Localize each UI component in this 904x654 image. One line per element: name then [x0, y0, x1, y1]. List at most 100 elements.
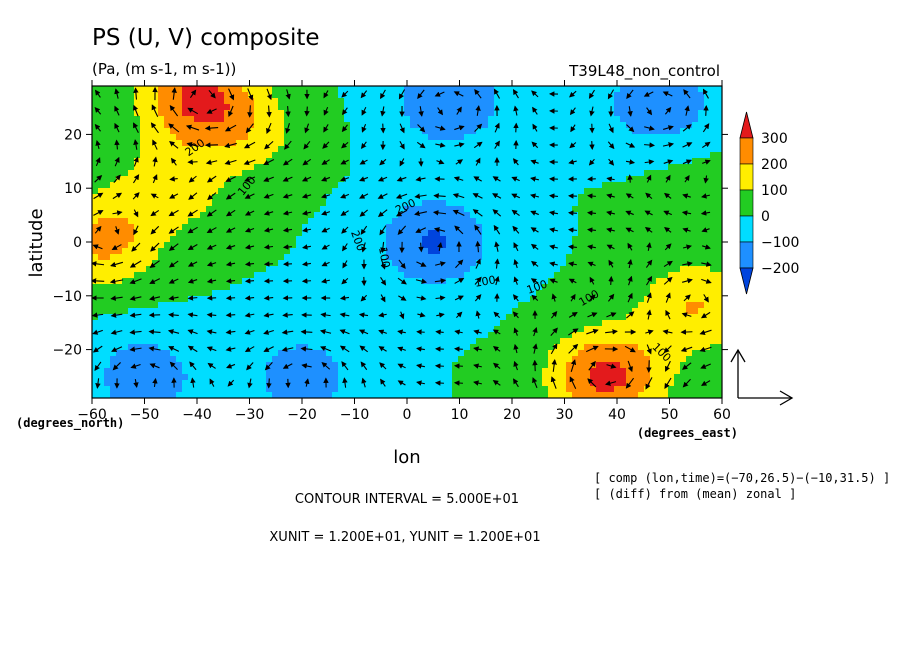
- field-cell: [500, 272, 507, 279]
- field-cell: [122, 212, 129, 219]
- field-cell: [674, 338, 681, 345]
- field-cell: [710, 248, 717, 255]
- field-cell: [488, 356, 495, 363]
- field-cell: [614, 260, 621, 267]
- field-cell: [146, 332, 153, 339]
- field-cell: [194, 182, 201, 189]
- field-cell: [596, 254, 603, 261]
- field-cell: [134, 266, 141, 273]
- field-cell: [686, 224, 693, 231]
- field-cell: [332, 356, 339, 363]
- field-cell: [506, 92, 513, 99]
- field-cell: [620, 338, 627, 345]
- field-cell: [320, 170, 327, 177]
- field-cell: [572, 164, 579, 171]
- field-cell: [620, 188, 627, 195]
- field-cell: [452, 236, 459, 243]
- field-cell: [536, 242, 543, 249]
- field-cell: [590, 116, 597, 123]
- field-cell: [176, 134, 183, 141]
- field-cell: [554, 350, 561, 357]
- field-cell: [626, 86, 633, 93]
- field-cell: [254, 116, 261, 123]
- field-cell: [272, 260, 279, 267]
- field-cell: [632, 260, 639, 267]
- field-cell: [98, 326, 105, 333]
- field-cell: [578, 152, 585, 159]
- field-cell: [122, 284, 129, 291]
- field-cell: [554, 296, 561, 303]
- field-cell: [266, 368, 273, 375]
- field-cell: [278, 326, 285, 333]
- field-cell: [272, 254, 279, 261]
- field-cell: [248, 284, 255, 291]
- field-cell: [548, 182, 555, 189]
- field-cell: [572, 254, 579, 261]
- field-cell: [578, 176, 585, 183]
- field-cell: [122, 182, 129, 189]
- field-cell: [650, 230, 657, 237]
- field-cell: [536, 296, 543, 303]
- field-cell: [560, 230, 567, 237]
- field-cell: [404, 140, 411, 147]
- field-cell: [236, 188, 243, 195]
- field-cell: [518, 338, 525, 345]
- field-cell: [296, 86, 303, 93]
- field-cell: [524, 146, 531, 153]
- field-cell: [680, 338, 687, 345]
- field-cell: [506, 350, 513, 357]
- field-cell: [638, 98, 645, 105]
- field-cell: [422, 242, 429, 249]
- field-cell: [386, 170, 393, 177]
- field-cell: [182, 266, 189, 273]
- field-cell: [680, 356, 687, 363]
- field-cell: [104, 326, 111, 333]
- field-cell: [158, 206, 165, 213]
- field-cell: [344, 320, 351, 327]
- field-cell: [644, 248, 651, 255]
- field-cell: [458, 266, 465, 273]
- field-cell: [476, 230, 483, 237]
- field-cell: [212, 206, 219, 213]
- field-cell: [512, 272, 519, 279]
- field-cell: [494, 308, 501, 315]
- field-cell: [212, 116, 219, 123]
- field-cell: [302, 302, 309, 309]
- field-cell: [368, 134, 375, 141]
- field-cell: [488, 272, 495, 279]
- field-cell: [188, 296, 195, 303]
- field-cell: [668, 254, 675, 261]
- field-cell: [266, 254, 273, 261]
- field-cell: [188, 224, 195, 231]
- field-cell: [200, 152, 207, 159]
- field-cell: [230, 134, 237, 141]
- field-cell: [656, 266, 663, 273]
- field-cell: [542, 362, 549, 369]
- field-cell: [638, 350, 645, 357]
- field-cell: [704, 356, 711, 363]
- field-cell: [290, 146, 297, 153]
- field-cell: [392, 128, 399, 135]
- field-cell: [248, 206, 255, 213]
- field-cell: [254, 230, 261, 237]
- field-cell: [284, 98, 291, 105]
- field-cell: [314, 128, 321, 135]
- field-cell: [374, 92, 381, 99]
- field-cell: [644, 206, 651, 213]
- field-cell: [134, 278, 141, 285]
- field-cell: [128, 212, 135, 219]
- field-cell: [368, 218, 375, 225]
- field-cell: [434, 140, 441, 147]
- field-cell: [200, 170, 207, 177]
- field-cell: [218, 212, 225, 219]
- field-cell: [464, 326, 471, 333]
- field-cell: [278, 146, 285, 153]
- field-cell: [482, 284, 489, 291]
- field-cell: [560, 128, 567, 135]
- field-cell: [650, 350, 657, 357]
- field-cell: [650, 146, 657, 153]
- field-cell: [176, 200, 183, 207]
- field-cell: [710, 128, 717, 135]
- field-cell: [482, 236, 489, 243]
- field-cell: [566, 338, 573, 345]
